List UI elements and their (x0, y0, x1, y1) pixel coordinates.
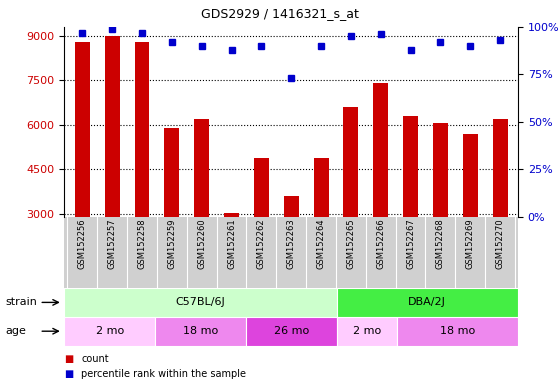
Bar (337, 317, 397, 346)
Bar (284, 196, 298, 303)
Text: GSM152264: GSM152264 (316, 218, 325, 269)
Bar (374, 83, 388, 303)
Text: GSM152257: GSM152257 (108, 218, 116, 269)
Text: GSM152261: GSM152261 (227, 218, 236, 269)
Text: C57BL/6J: C57BL/6J (176, 297, 225, 308)
Bar (64, 288, 337, 317)
Text: GSM152256: GSM152256 (78, 218, 87, 269)
Text: GSM152269: GSM152269 (466, 218, 475, 269)
Text: 18 mo: 18 mo (183, 326, 218, 336)
Bar (194, 119, 209, 303)
Text: 2 mo: 2 mo (353, 326, 381, 336)
Text: GSM152260: GSM152260 (197, 218, 206, 269)
Bar (254, 157, 269, 303)
Text: 2 mo: 2 mo (96, 326, 124, 336)
Bar (165, 128, 179, 303)
Bar (493, 119, 507, 303)
Bar (134, 42, 150, 303)
Bar (343, 107, 358, 303)
Text: count: count (81, 354, 109, 364)
Text: strain: strain (6, 297, 38, 308)
Bar (337, 288, 518, 317)
Text: GDS2929 / 1416321_s_at: GDS2929 / 1416321_s_at (201, 7, 359, 20)
Bar (64, 317, 155, 346)
Text: 26 mo: 26 mo (274, 326, 309, 336)
Bar (403, 116, 418, 303)
Text: GSM152262: GSM152262 (257, 218, 266, 269)
Bar (155, 317, 246, 346)
Text: GSM152268: GSM152268 (436, 218, 445, 269)
Bar (314, 157, 329, 303)
Text: ■: ■ (64, 354, 74, 364)
Bar (397, 317, 518, 346)
Text: GSM152266: GSM152266 (376, 218, 385, 269)
Text: percentile rank within the sample: percentile rank within the sample (81, 369, 246, 379)
Text: GSM152263: GSM152263 (287, 218, 296, 269)
Bar (463, 134, 478, 303)
Bar (246, 317, 337, 346)
Bar (224, 212, 239, 303)
Text: age: age (6, 326, 26, 336)
Text: GSM152265: GSM152265 (347, 218, 356, 269)
Text: DBA/2J: DBA/2J (408, 297, 446, 308)
Text: GSM152267: GSM152267 (406, 218, 415, 269)
Text: ■: ■ (64, 369, 74, 379)
Text: GSM152258: GSM152258 (138, 218, 147, 269)
Bar (105, 36, 120, 303)
Text: GSM152259: GSM152259 (167, 218, 176, 269)
Bar (75, 42, 90, 303)
Bar (433, 123, 448, 303)
Text: GSM152270: GSM152270 (496, 218, 505, 269)
Text: 18 mo: 18 mo (440, 326, 475, 336)
